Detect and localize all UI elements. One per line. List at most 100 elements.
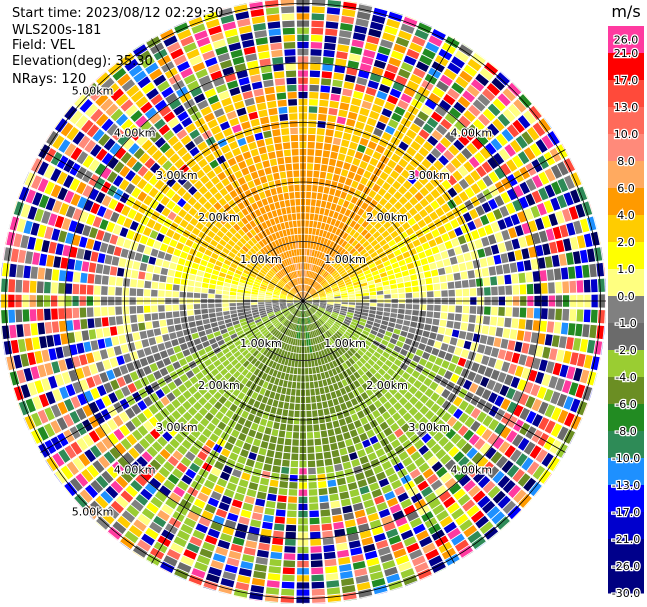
- gate-2349: [359, 485, 370, 495]
- gate-2972: [281, 335, 287, 342]
- gate-3790: [251, 304, 258, 308]
- gate-1190: [509, 262, 518, 273]
- gate-395: [329, 241, 335, 249]
- gate-1548: [305, 301, 312, 305]
- gate-4151: [136, 243, 146, 253]
- gate-1014: [471, 229, 480, 240]
- gate-4422: [84, 139, 96, 153]
- gate-2706: [265, 587, 280, 595]
- gate-3422: [143, 396, 153, 407]
- gate-1386: [376, 307, 384, 312]
- gate-614: [360, 229, 369, 237]
- gate-3537: [222, 332, 230, 339]
- gate-4252: [44, 181, 55, 195]
- gate-2626: [300, 325, 303, 332]
- gate-2045: [409, 434, 420, 444]
- gate-745: [381, 230, 390, 238]
- gate-4529: [224, 222, 232, 230]
- gate-3955: [0, 278, 1, 292]
- gate-540: [402, 152, 413, 163]
- gate-2693: [277, 495, 287, 503]
- gate-1696: [425, 361, 434, 370]
- gate-3564: [44, 407, 55, 421]
- gate-651: [334, 263, 341, 270]
- gate-3434: [70, 441, 83, 455]
- gate-3269: [290, 307, 296, 313]
- gate-1011: [451, 238, 460, 247]
- gate-1367: [548, 308, 555, 320]
- gate-1380: [334, 303, 341, 306]
- gate-4105: [155, 258, 163, 267]
- gate-4223: [235, 269, 243, 275]
- gate-3082: [181, 474, 193, 485]
- gate-4547: [131, 129, 143, 141]
- gate-3495: [217, 339, 225, 346]
- gate-1269: [462, 288, 470, 297]
- gate-615: [365, 223, 373, 232]
- gate-4981: [228, 42, 242, 52]
- gate-2500: [306, 346, 310, 353]
- gate-4599: [96, 72, 110, 86]
- gate-675: [453, 139, 465, 151]
- gate-4450: [177, 198, 187, 208]
- gate-62: [307, 156, 314, 163]
- gate-573: [366, 214, 374, 223]
- gate-1340: [355, 302, 363, 306]
- gate-3196: [228, 376, 236, 384]
- gate-2263: [378, 478, 390, 488]
- gate-3976: [151, 281, 159, 289]
- gate-2059: [470, 510, 485, 523]
- gate-136: [310, 242, 314, 249]
- gate-2763: [282, 380, 288, 388]
- gate-4448: [188, 207, 198, 217]
- gate-1061: [501, 229, 511, 241]
- gate-1783: [423, 377, 433, 387]
- gate-825: [352, 263, 360, 270]
- gate-4116: [79, 236, 88, 248]
- gate-4983: [224, 28, 238, 38]
- gate-4650: [271, 258, 277, 265]
- gate-2009: [449, 464, 461, 476]
- gate-428: [431, 29, 446, 41]
- gate-849: [494, 167, 506, 180]
- gate-1115: [580, 218, 590, 233]
- gate-240: [346, 118, 356, 127]
- gate-706: [398, 206, 408, 216]
- gate-644: [500, 71, 511, 81]
- gate-1007: [424, 248, 433, 257]
- gate-3521: [50, 420, 62, 434]
- gate-1997: [393, 402, 403, 411]
- gate-2907: [229, 475, 240, 485]
- gate-4117: [72, 234, 81, 246]
- gate-1368: [555, 308, 562, 321]
- gate-4911: [278, 230, 284, 238]
- gate-1802: [535, 449, 548, 463]
- gate-1998: [398, 407, 408, 417]
- gate-126: [326, 7, 341, 15]
- gate-1556: [359, 318, 367, 323]
- gate-4933: [227, 80, 239, 90]
- gate-4664: [211, 176, 220, 185]
- gate-1927: [487, 466, 500, 479]
- gate-697: [352, 250, 359, 258]
- gate-4628: [172, 141, 184, 152]
- gate-2913: [213, 515, 225, 525]
- gate-4959: [272, 194, 279, 203]
- gate-3100: [280, 326, 285, 333]
- gate-3532: [255, 318, 262, 324]
- gate-4852: [189, 55, 203, 66]
- gate-2359: [380, 553, 394, 563]
- gate-3611: [17, 403, 23, 416]
- gate-3123: [180, 456, 192, 467]
- gate-2077: [357, 377, 365, 385]
- gate-3819: [44, 321, 53, 334]
- gate-1426: [355, 308, 362, 312]
- gate-2642: [292, 439, 299, 446]
- gate-4036: [32, 252, 41, 265]
- gate-1357: [476, 306, 484, 315]
- gate-3761: [152, 320, 160, 329]
- gate-4394: [248, 260, 256, 267]
- gate-3164: [181, 439, 192, 450]
- gate-1122: [333, 292, 341, 296]
- gate-389: [310, 279, 315, 286]
